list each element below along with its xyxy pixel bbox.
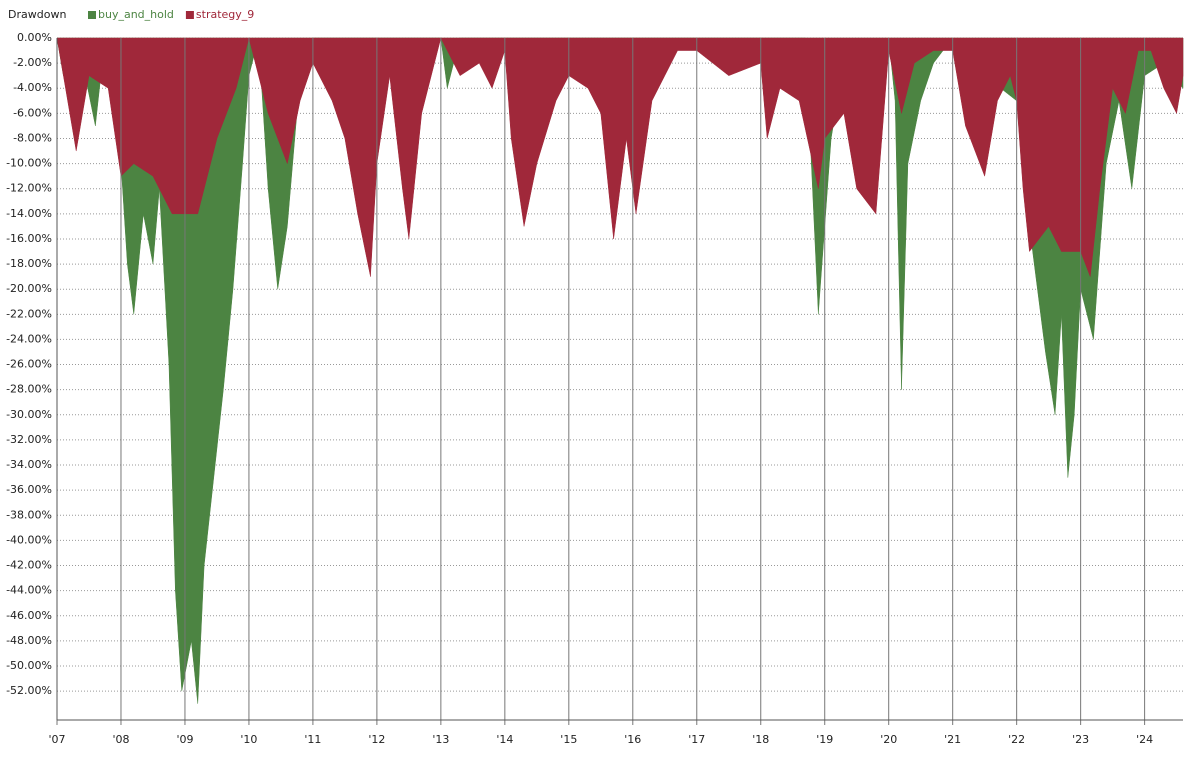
y-tick-label: -34.00% [6, 458, 52, 471]
x-tick-label: '15 [560, 733, 577, 746]
area [56, 37, 1184, 704]
y-tick-label: -32.00% [6, 433, 52, 446]
x-tick-label: '21 [944, 733, 961, 746]
x-tick-label: '20 [880, 733, 897, 746]
y-tick-label: -52.00% [6, 684, 52, 697]
y-tick-label: -40.00% [6, 533, 52, 546]
y-tick-label: -20.00% [6, 282, 52, 295]
area [56, 37, 1184, 277]
x-tick-label: '13 [432, 733, 449, 746]
x-tick-label: '12 [368, 733, 385, 746]
chart-title: Drawdown [8, 8, 66, 21]
x-tick-label: '14 [496, 733, 513, 746]
y-tick-label: -28.00% [6, 383, 52, 396]
x-tick-label: '24 [1136, 733, 1153, 746]
y-tick-label: -46.00% [6, 609, 52, 622]
x-tick-label: '16 [624, 733, 641, 746]
x-tick-label: '19 [816, 733, 833, 746]
y-tick-label: -44.00% [6, 584, 52, 597]
y-tick-label: -50.00% [6, 659, 52, 672]
y-tick-label: -30.00% [6, 408, 52, 421]
x-tick-label: '17 [688, 733, 705, 746]
y-tick-label: 0.00% [17, 31, 52, 44]
y-tick-label: -18.00% [6, 257, 52, 270]
y-tick-label: -4.00% [13, 81, 52, 94]
x-tick-label: '08 [112, 733, 129, 746]
x-tick-label: '09 [176, 733, 193, 746]
y-tick-label: -24.00% [6, 332, 52, 345]
legend-label: buy_and_hold [98, 8, 174, 21]
y-tick-label: -16.00% [6, 232, 52, 245]
y-tick-label: -36.00% [6, 483, 52, 496]
x-tick-label: '22 [1008, 733, 1025, 746]
y-tick-label: -48.00% [6, 634, 52, 647]
y-tick-label: -8.00% [13, 131, 52, 144]
x-tick-label: '18 [752, 733, 769, 746]
y-tick-label: -14.00% [6, 207, 52, 220]
y-tick-label: -42.00% [6, 559, 52, 572]
y-tick-label: -10.00% [6, 157, 52, 170]
legend-swatch [88, 11, 96, 19]
y-tick-label: -12.00% [6, 182, 52, 195]
y-tick-label: -2.00% [13, 56, 52, 69]
y-tick-label: -38.00% [6, 508, 52, 521]
x-tick-label: '07 [48, 733, 65, 746]
y-tick-label: -22.00% [6, 307, 52, 320]
x-tick-label: '11 [304, 733, 321, 746]
x-tick-label: '10 [240, 733, 257, 746]
legend-swatch [185, 11, 194, 19]
y-tick-label: -6.00% [13, 106, 52, 119]
x-tick-label: '23 [1072, 733, 1089, 746]
y-tick-label: -26.00% [6, 358, 52, 371]
legend-label: strategy_9 [196, 8, 254, 21]
